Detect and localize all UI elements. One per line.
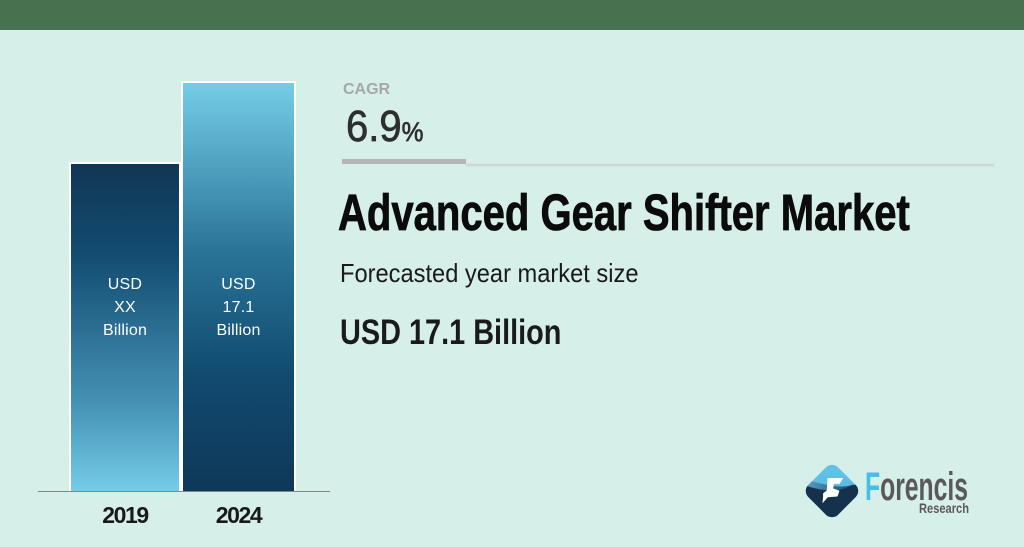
svg-text:Research: Research <box>919 500 969 516</box>
svg-text:Forencis: Forencis <box>865 465 968 509</box>
